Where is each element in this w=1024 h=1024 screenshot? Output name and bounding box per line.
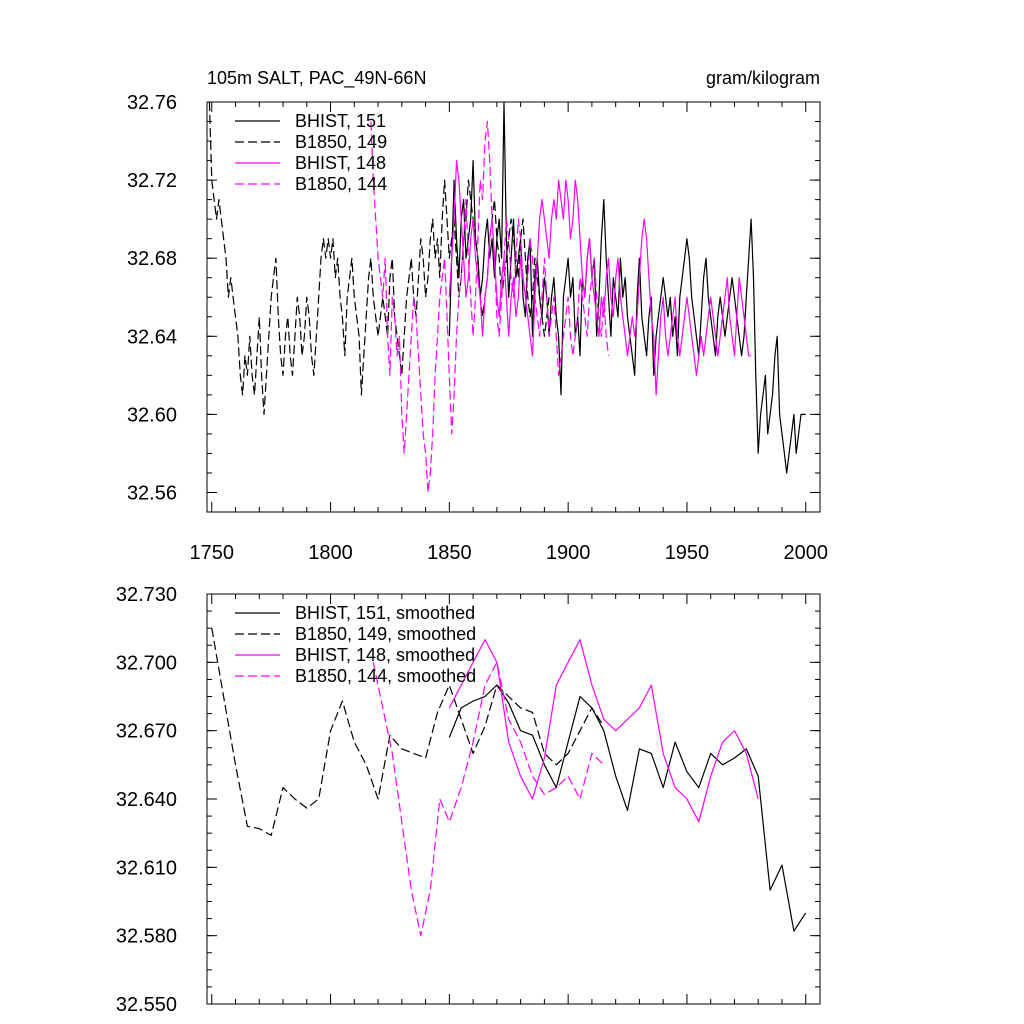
legend-label: B1850, 144 xyxy=(295,174,387,194)
x-tick-label: 1850 xyxy=(427,542,472,564)
y-tick-label: 32.68 xyxy=(127,248,177,270)
units-label: gram/kilogram xyxy=(706,68,820,88)
series-line xyxy=(211,628,605,837)
x-tick-label: 1900 xyxy=(546,542,591,564)
series-line xyxy=(448,684,807,932)
y-tick-label: 32.730 xyxy=(116,584,177,606)
top-panel: 32.56 32.60 32.64 32.68 32.72 32.76 1750 1800 18… xyxy=(127,68,828,564)
legend-label: BHIST, 148, smoothed xyxy=(295,645,475,665)
series-line xyxy=(448,160,752,396)
legend-label: B1850, 149, smoothed xyxy=(295,624,476,644)
y-tick-label: 32.550 xyxy=(116,994,177,1016)
y-tick-label: 32.60 xyxy=(127,404,177,426)
bottom-panel: 32.550 32.580 32.610 32.640 32.670 32.700 32.7… xyxy=(116,584,821,1016)
x-tick-label: 1800 xyxy=(308,542,353,564)
y-tick-label: 32.640 xyxy=(116,789,177,811)
chart-title: 105m SALT, PAC_49N-66N xyxy=(207,68,426,89)
series-line xyxy=(370,120,610,494)
legend-label: BHIST, 151 xyxy=(295,111,386,131)
y-tick-label: 32.76 xyxy=(127,92,177,114)
series-line xyxy=(448,101,806,474)
x-tick-label: 1950 xyxy=(665,542,710,564)
y-tick-label: 32.580 xyxy=(116,926,177,948)
y-tick-label: 32.72 xyxy=(127,170,177,192)
y-tick-label: 32.610 xyxy=(116,857,177,879)
series-line xyxy=(448,638,759,823)
x-tick-label: 1750 xyxy=(190,542,235,564)
legend-label: BHIST, 151, smoothed xyxy=(295,603,475,623)
plot-frame xyxy=(206,101,821,513)
y-tick-label: 32.56 xyxy=(127,482,177,504)
legend-label: BHIST, 148 xyxy=(295,153,386,173)
x-tick-label: 2000 xyxy=(783,542,828,564)
y-tick-label: 32.64 xyxy=(127,326,177,348)
legend-label: B1850, 144, smoothed xyxy=(295,666,476,686)
series-line xyxy=(208,101,550,415)
legend-label: B1850, 149 xyxy=(295,132,387,152)
y-tick-label: 32.700 xyxy=(116,652,177,674)
series-line xyxy=(372,661,605,937)
y-tick-label: 32.670 xyxy=(116,721,177,743)
